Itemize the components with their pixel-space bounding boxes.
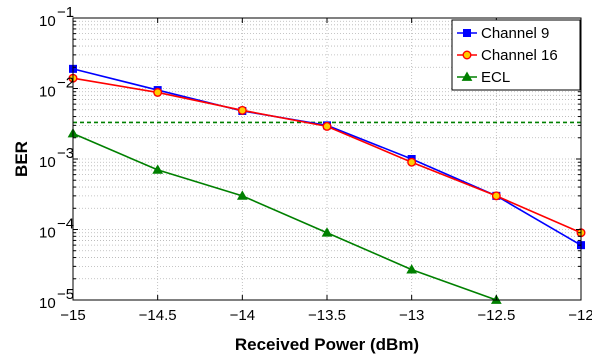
x-tick-label: −13	[399, 307, 424, 324]
y-tick-labels: 10−510−410−310−210−1	[39, 4, 74, 312]
data-point	[152, 164, 164, 174]
y-tick-label-exponent: −1	[57, 4, 74, 21]
data-point	[321, 227, 333, 237]
x-tick-label: −12	[568, 307, 592, 324]
data-point	[491, 191, 501, 201]
data-point	[407, 157, 417, 167]
x-tick-label: −13.5	[308, 307, 346, 324]
x-axis-title: Received Power (dBm)	[235, 335, 419, 354]
x-tick-labels: −15 −14.5 −14 −13.5 −13 −12.5 −12	[60, 307, 592, 324]
x-tick-label: −14.5	[139, 307, 177, 324]
y-tick-label-exponent: −2	[57, 75, 74, 92]
axis-ticks	[72, 17, 582, 301]
legend-label: Channel 16	[481, 47, 558, 64]
data-point	[406, 264, 418, 274]
series-channel-16	[68, 73, 586, 238]
y-tick-label-base: 10	[39, 13, 56, 30]
data-point	[322, 121, 332, 131]
x-tick-label: −12.5	[477, 307, 515, 324]
y-tick-label-base: 10	[39, 154, 56, 171]
legend-marker	[463, 29, 471, 37]
y-tick-label-base: 10	[39, 295, 56, 312]
data-point	[153, 87, 163, 97]
legend-marker	[461, 71, 473, 81]
data-point	[237, 105, 247, 115]
legend-marker	[462, 50, 472, 60]
y-tick-label-exponent: −3	[57, 145, 74, 162]
y-tick-label-exponent: −4	[57, 216, 74, 233]
legend-label: ECL	[481, 69, 510, 86]
x-tick-label: −14	[230, 307, 255, 324]
y-tick-label-base: 10	[39, 225, 56, 242]
series-line	[72, 132, 497, 301]
data-point	[236, 190, 248, 200]
legend: Channel 9 Channel 16 ECL	[451, 19, 581, 91]
x-tick-label: −15	[60, 307, 85, 324]
y-tick-label-exponent: −5	[57, 286, 74, 303]
y-tick-label-base: 10	[39, 84, 56, 101]
y-axis-title: BER	[12, 141, 31, 177]
legend-label: Channel 9	[481, 25, 549, 42]
